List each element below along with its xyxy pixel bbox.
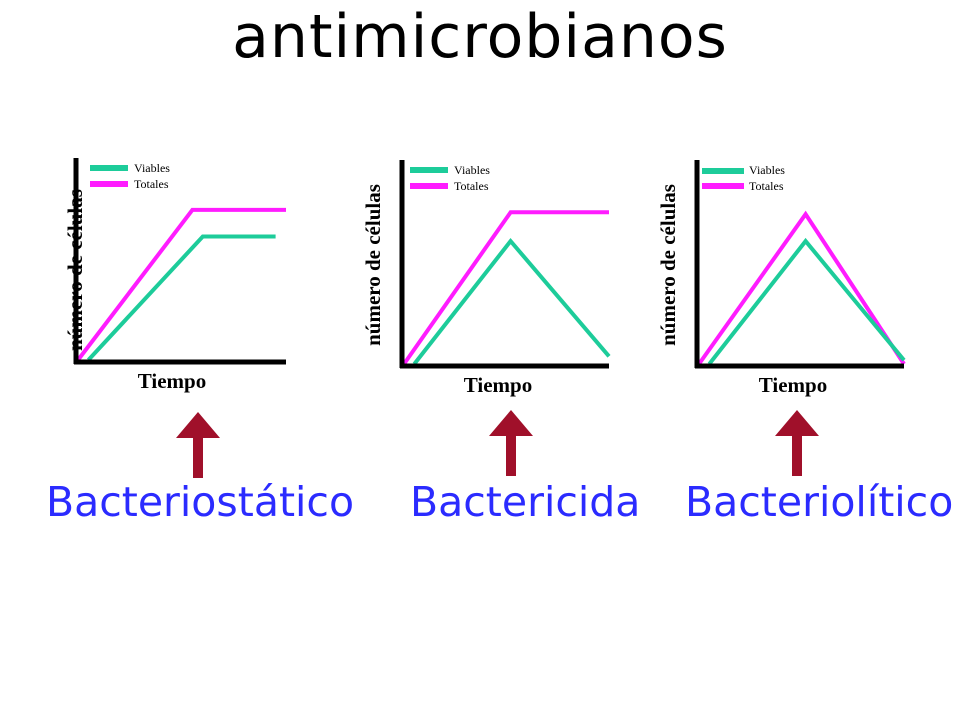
x-axis-label: Tiempo bbox=[759, 373, 827, 397]
legend: Viables Totales bbox=[410, 163, 490, 193]
plot-area bbox=[402, 210, 611, 366]
label-bacteriolitico: Bacteriolítico bbox=[685, 478, 954, 526]
up-arrow-icon bbox=[489, 410, 533, 476]
x-axis-label: Tiempo bbox=[138, 369, 206, 393]
label-bactericida: Bactericida bbox=[410, 478, 641, 526]
arrow-shape bbox=[489, 410, 533, 476]
plot-area bbox=[76, 207, 286, 362]
series-line-viables bbox=[707, 237, 906, 366]
y-axis-label: número de células bbox=[361, 184, 385, 346]
up-arrow-icon bbox=[176, 412, 220, 478]
legend-label-viables: Viables bbox=[749, 163, 785, 177]
chart-bacteriostatico: número de células Viables Totales Tiempo bbox=[63, 158, 286, 393]
arrow-shape bbox=[176, 412, 220, 478]
y-axis-label: número de células bbox=[656, 184, 680, 346]
arrow-shape bbox=[775, 410, 819, 476]
series-line-totales bbox=[402, 210, 609, 366]
up-arrow-icon bbox=[775, 410, 819, 476]
legend-label-totales: Totales bbox=[134, 177, 169, 191]
legend-label-totales: Totales bbox=[454, 179, 489, 193]
legend: Viables Totales bbox=[90, 161, 170, 191]
legend-label-viables: Viables bbox=[454, 163, 490, 177]
legend: Viables Totales bbox=[702, 163, 785, 193]
x-axis-label: Tiempo bbox=[464, 373, 532, 397]
chart-bactericida: número de células Viables Totales Tiempo bbox=[361, 160, 611, 397]
chart-bacteriolitico: número de células Viables Totales Tiempo bbox=[656, 160, 906, 397]
slide-title: antimicrobianos bbox=[232, 2, 728, 72]
plot-area bbox=[697, 210, 906, 366]
series-line-viables bbox=[412, 237, 611, 366]
legend-label-totales: Totales bbox=[749, 179, 784, 193]
label-bacteriostatico: Bacteriostático bbox=[45, 478, 355, 526]
series-line-totales bbox=[76, 207, 286, 362]
series-line-viables bbox=[86, 234, 276, 362]
series-line-totales bbox=[697, 210, 906, 366]
legend-label-viables: Viables bbox=[134, 161, 170, 175]
